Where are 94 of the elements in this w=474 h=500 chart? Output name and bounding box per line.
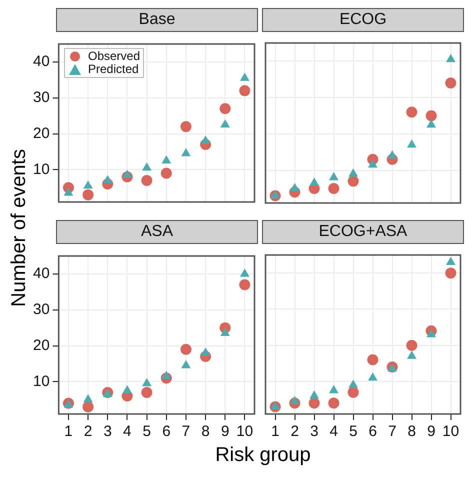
point (348, 386, 359, 398)
point (406, 106, 418, 118)
x-axis-title: Risk group (214, 444, 312, 467)
point (308, 398, 320, 409)
x-tick-label: 4 (330, 423, 338, 440)
point (82, 401, 94, 412)
point (445, 268, 456, 279)
x-tick-label: 8 (408, 423, 416, 440)
y-tick-label: 20 (32, 124, 50, 142)
x-tick-label: 6 (368, 423, 377, 440)
x-tick-label: 5 (349, 423, 358, 440)
x-tick-label: 2 (290, 423, 299, 440)
x-tick-label: 5 (142, 423, 151, 440)
y-tick-label: 30 (32, 89, 50, 106)
point (446, 54, 456, 62)
point (141, 386, 152, 398)
point (426, 329, 436, 338)
point (387, 150, 398, 158)
point (200, 135, 210, 144)
point (82, 189, 94, 200)
point (348, 176, 359, 187)
x-tick-label: 9 (427, 423, 436, 440)
x-tick-label: 4 (123, 423, 132, 440)
legend-label: Observed (88, 49, 140, 63)
y-axis-title: Number of events (8, 149, 30, 307)
x-tick-label: 6 (162, 423, 171, 440)
point (348, 380, 358, 388)
point (83, 394, 93, 402)
y-tick-label: 20 (32, 336, 50, 354)
point (348, 168, 358, 177)
x-tick-label: 10 (442, 423, 460, 440)
point (180, 344, 192, 355)
point (220, 119, 230, 128)
point (426, 119, 436, 128)
point (160, 168, 172, 179)
point (446, 256, 456, 265)
x-tick-label: 7 (182, 423, 190, 440)
x-tick-label: 2 (84, 423, 92, 440)
point (83, 180, 93, 189)
x-tick-label: 9 (220, 423, 230, 440)
chart-title: ECOG+ASA (262, 220, 464, 244)
point (328, 385, 339, 394)
point (406, 350, 417, 359)
point (239, 85, 250, 96)
point (406, 340, 418, 351)
point (142, 378, 152, 386)
y-tick-label: 10 (32, 160, 50, 178)
point (309, 178, 320, 186)
point (180, 121, 192, 132)
point (445, 78, 456, 88)
point (368, 159, 378, 168)
point (270, 401, 280, 410)
x-tick-label: 1 (64, 423, 73, 440)
y-tick-label: 30 (32, 301, 50, 318)
point (240, 268, 250, 277)
y-tick-label: 40 (32, 53, 50, 70)
y-tick-label: 10 (32, 372, 50, 390)
point (64, 188, 74, 196)
x-tick-label: 1 (271, 423, 280, 440)
chart-title: ECOG (262, 8, 464, 32)
legend-label: Predicted (88, 62, 139, 76)
point (220, 328, 230, 336)
point (102, 174, 112, 184)
point (368, 372, 378, 381)
point (290, 182, 300, 192)
x-tick-label: 3 (103, 423, 112, 440)
point (141, 174, 152, 186)
x-tick-label: 3 (310, 423, 318, 440)
point (122, 385, 132, 394)
point (220, 103, 231, 114)
point (240, 72, 250, 81)
point (309, 390, 320, 399)
x-tick-label: 8 (201, 423, 210, 440)
point (328, 182, 340, 194)
point (200, 347, 210, 356)
point (290, 396, 300, 404)
x-tick-label: 10 (236, 423, 254, 440)
chart-title: Base (56, 8, 258, 32)
point (328, 172, 339, 180)
point (367, 354, 378, 366)
x-tick-label: 7 (388, 423, 396, 440)
point (239, 279, 250, 290)
point (426, 110, 437, 122)
point (181, 360, 191, 368)
point (142, 162, 152, 171)
point (162, 155, 172, 164)
chart-title: ASA (56, 220, 258, 244)
point (181, 148, 191, 156)
y-tick-label: 40 (32, 265, 50, 282)
point (162, 370, 172, 380)
point (270, 190, 280, 198)
point (328, 398, 340, 409)
point (122, 170, 132, 178)
point (406, 139, 417, 148)
